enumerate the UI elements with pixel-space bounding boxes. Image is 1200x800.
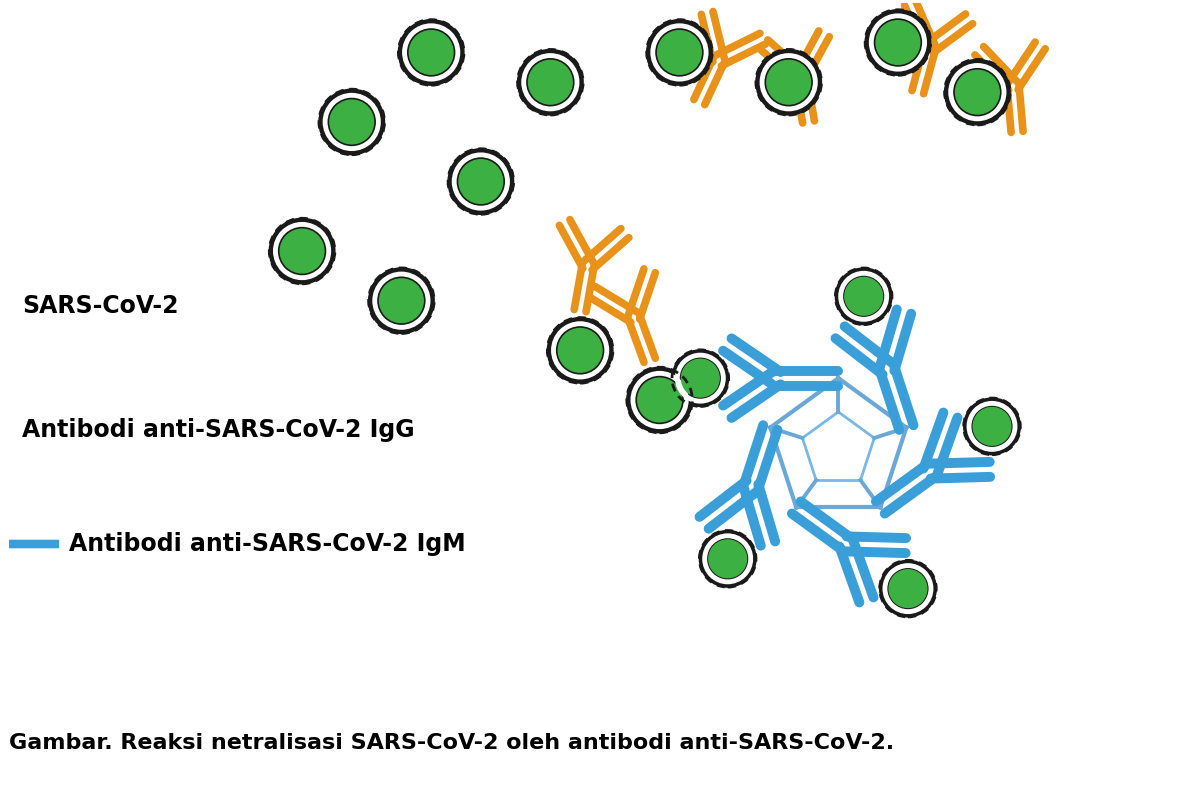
Circle shape [330, 100, 373, 144]
Circle shape [658, 30, 701, 74]
Circle shape [281, 229, 324, 273]
Circle shape [767, 60, 810, 104]
Circle shape [845, 278, 882, 315]
Circle shape [448, 149, 514, 214]
Text: SARS-CoV-2: SARS-CoV-2 [22, 294, 179, 318]
Circle shape [626, 367, 692, 433]
Circle shape [398, 20, 464, 86]
Circle shape [876, 21, 919, 64]
Circle shape [672, 350, 728, 406]
Circle shape [682, 359, 719, 397]
Circle shape [944, 59, 1010, 125]
Circle shape [379, 279, 424, 322]
Circle shape [368, 268, 434, 334]
Circle shape [647, 20, 713, 86]
Circle shape [889, 570, 926, 607]
Text: Antibodi anti-SARS-CoV-2 IgG: Antibodi anti-SARS-CoV-2 IgG [22, 418, 415, 442]
Circle shape [409, 30, 454, 74]
Circle shape [835, 268, 892, 325]
Text: Gambar. Reaksi netralisasi SARS-CoV-2 oleh antibodi anti-SARS-CoV-2.: Gambar. Reaksi netralisasi SARS-CoV-2 ol… [10, 733, 894, 753]
Circle shape [517, 50, 583, 115]
Text: Antibodi anti-SARS-CoV-2 IgM: Antibodi anti-SARS-CoV-2 IgM [68, 532, 466, 556]
Circle shape [756, 50, 822, 115]
Circle shape [865, 10, 931, 75]
Circle shape [973, 407, 1010, 446]
Circle shape [880, 560, 936, 617]
Circle shape [547, 318, 613, 383]
Circle shape [558, 329, 602, 372]
Circle shape [700, 530, 756, 587]
Circle shape [964, 398, 1020, 454]
Circle shape [319, 89, 384, 154]
Circle shape [709, 540, 746, 578]
Circle shape [269, 218, 335, 284]
Circle shape [528, 60, 572, 104]
Circle shape [458, 160, 503, 203]
Circle shape [637, 378, 682, 422]
Circle shape [955, 70, 1000, 114]
